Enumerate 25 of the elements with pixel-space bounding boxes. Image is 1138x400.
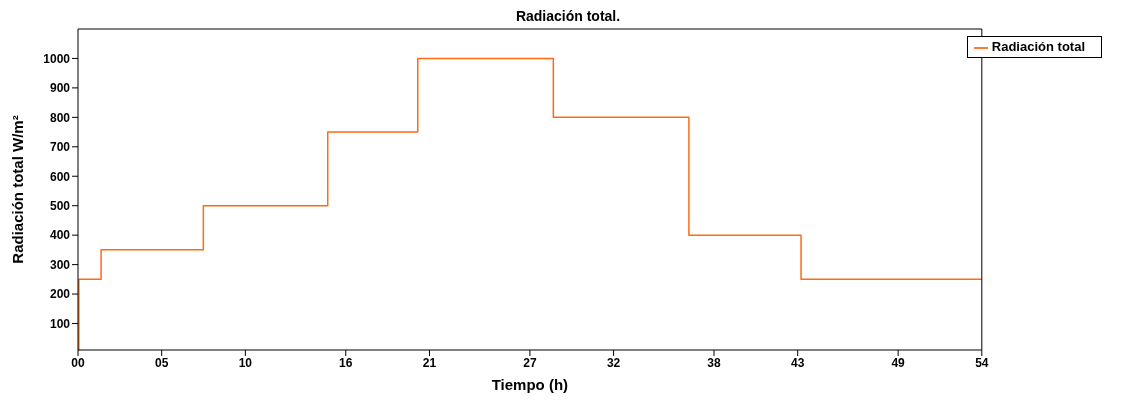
y-tick-label: 400 [49,228,71,243]
y-tick-label: 100 [49,316,71,331]
y-tick-label: 1000 [43,51,71,66]
y-tick-label: 500 [49,198,71,213]
y-tick-label: 900 [49,81,71,96]
legend-label: Radiación total [991,39,1085,54]
x-tick-label: 10 [238,355,253,370]
y-axis-title: Radiación total W/m² [9,115,27,264]
y-tick-label: 700 [49,140,71,155]
x-tick-label: 27 [523,355,537,370]
x-tick-label: 43 [791,355,805,370]
x-tick-label: 00 [71,355,85,370]
x-axis-title: Tiempo (h) [491,376,569,393]
chart-title: Radiación total. [514,8,622,24]
y-tick-label: 200 [49,287,71,302]
y-tick-label: 800 [49,110,71,125]
x-tick-label: 16 [339,355,353,370]
x-tick-label: 05 [155,355,169,370]
x-tick-label: 21 [422,355,437,370]
y-tick-label: 300 [49,257,71,272]
x-tick-label: 32 [606,355,621,370]
x-tick-label: 54 [975,355,989,370]
y-tick-label: 600 [49,169,71,184]
x-tick-label: 49 [891,355,906,370]
x-tick-label: 38 [707,355,722,370]
